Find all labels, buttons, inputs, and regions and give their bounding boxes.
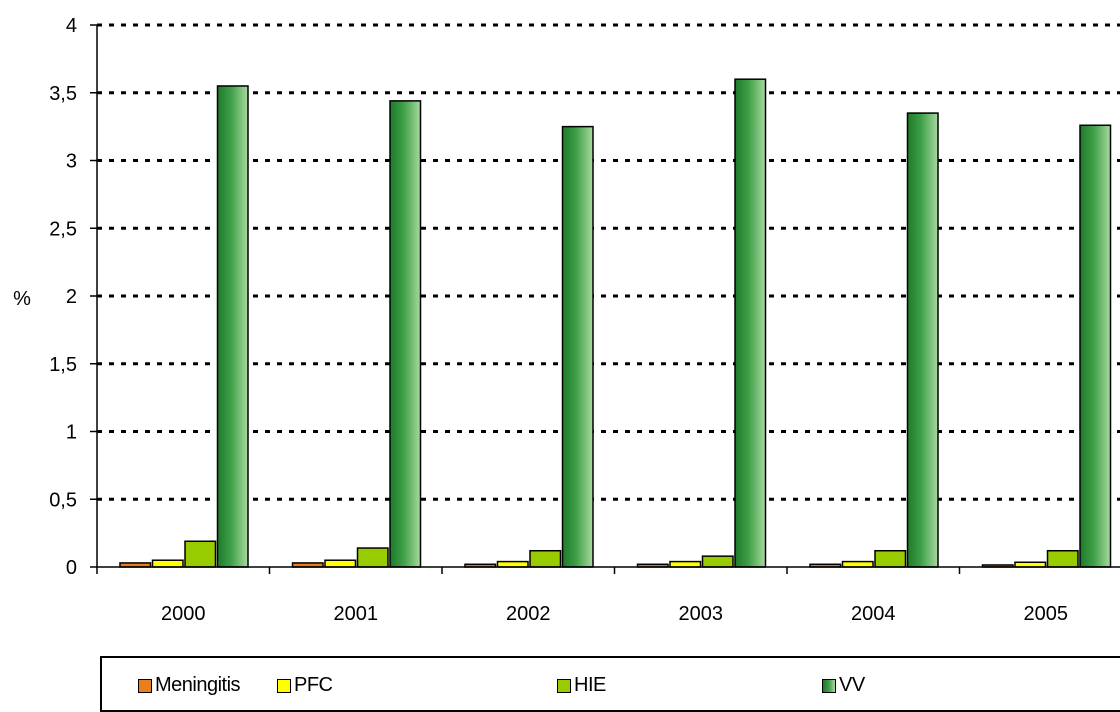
bar-pfc-2000	[151, 559, 184, 568]
x-tick-label: 2005	[1024, 603, 1069, 625]
legend-item-meningitis: Meningitis	[138, 674, 241, 697]
legend: Meningitis PFC HIE VV	[100, 656, 1120, 712]
bar-hie-2003	[701, 555, 734, 568]
bar-vv-2003	[734, 78, 767, 568]
bar-vv-2002	[561, 125, 594, 568]
x-tick-labels: 2000 2001 2002 2003 2004 2005	[161, 603, 1068, 625]
bar-hie-2005	[1046, 549, 1079, 568]
gridlines	[97, 23, 1120, 501]
bar-hie-2004	[874, 549, 907, 568]
y-tick-label: 1,5	[49, 354, 77, 376]
legend-item-vv: VV	[822, 674, 865, 697]
x-tick-label: 2001	[334, 603, 379, 625]
y-tick-label: 2,5	[49, 218, 77, 240]
bar-hie-2000	[184, 540, 217, 568]
y-tick-label: 2	[66, 286, 77, 308]
bar-pfc-2001	[324, 559, 357, 568]
legend-swatch	[277, 678, 291, 693]
bar-hie-2001	[356, 547, 389, 568]
y-tick-labels: 0 0,5 1 1,5 2 2,5 3 3,5 4	[49, 15, 77, 579]
legend-item-pfc: PFC	[277, 674, 333, 697]
legend-label: PFC	[294, 674, 333, 696]
bar-vv-2004	[906, 112, 939, 568]
x-tick-label: 2002	[506, 603, 551, 625]
x-tick-label: 2000	[161, 603, 206, 625]
bar-pfc-2004	[841, 560, 874, 568]
axes	[90, 24, 1120, 574]
x-tick-label: 2004	[851, 603, 896, 625]
y-tick-label: 3,5	[49, 83, 77, 105]
bar-pfc-2003	[669, 560, 702, 568]
y-tick-label: 0	[66, 557, 77, 579]
bar-vv-2001	[389, 100, 422, 568]
y-tick-label: 3	[66, 151, 77, 173]
bar-hie-2002	[529, 549, 562, 568]
legend-swatch	[822, 678, 836, 693]
bar-vv-2000	[216, 85, 249, 568]
legend-swatch	[557, 678, 571, 693]
legend-swatch	[138, 678, 152, 693]
y-tick-label: 1	[66, 422, 77, 444]
legend-item-hie: HIE	[557, 674, 606, 697]
legend-label: VV	[839, 674, 865, 696]
bar-pfc-2002	[496, 560, 529, 568]
bars	[119, 78, 1112, 568]
legend-label: HIE	[574, 674, 606, 696]
y-axis-title: %	[13, 288, 31, 310]
y-tick-label: 4	[66, 15, 77, 37]
bar-vv-2005	[1079, 124, 1112, 568]
x-tick-label: 2003	[679, 603, 724, 625]
y-tick-label: 0,5	[49, 489, 77, 511]
legend-label: Meningitis	[155, 674, 241, 696]
